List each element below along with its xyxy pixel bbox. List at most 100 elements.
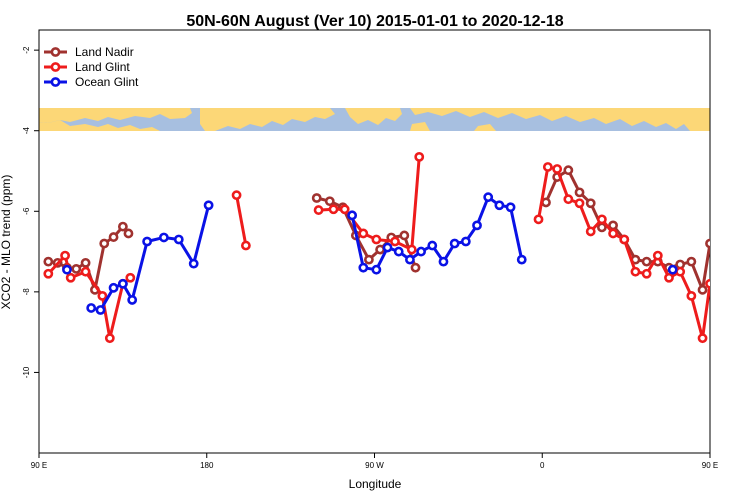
data-point xyxy=(675,266,686,277)
data-point xyxy=(410,262,421,273)
data-point xyxy=(405,254,415,265)
data-point xyxy=(390,236,400,247)
data-point xyxy=(438,256,449,267)
data-point xyxy=(574,198,585,209)
data-point xyxy=(347,210,358,221)
data-point xyxy=(99,238,110,249)
data-point xyxy=(705,238,710,249)
data-point xyxy=(705,278,710,289)
data-point xyxy=(585,226,596,237)
legend-label: Ocean Glint xyxy=(75,75,139,89)
data-point xyxy=(142,236,153,247)
series-line xyxy=(47,254,132,340)
data-point xyxy=(449,238,460,249)
data-point xyxy=(652,250,663,261)
data-point xyxy=(339,204,350,215)
data-point xyxy=(62,264,72,275)
data-point xyxy=(71,263,82,274)
data-point xyxy=(231,190,242,201)
data-point xyxy=(117,278,128,289)
series-line xyxy=(90,204,211,312)
data-point xyxy=(399,230,410,241)
y-tick-label: -2 xyxy=(22,46,31,54)
x-tick-label: 0 xyxy=(540,461,545,470)
data-point xyxy=(80,266,91,277)
x-tick-label: 90 W xyxy=(365,461,384,470)
data-point xyxy=(80,257,91,268)
data-point xyxy=(393,246,404,257)
data-point xyxy=(240,240,251,251)
data-point xyxy=(43,256,54,267)
series-layer xyxy=(43,151,710,344)
data-point xyxy=(104,333,115,344)
data-point xyxy=(516,254,527,265)
data-point xyxy=(371,234,382,245)
legend-marker xyxy=(50,62,61,72)
series-ocean-glint xyxy=(62,192,678,315)
data-point xyxy=(505,202,516,213)
x-tick-label: 180 xyxy=(200,461,214,470)
data-point xyxy=(117,221,128,232)
data-point xyxy=(311,193,322,203)
map-land-europe-asia xyxy=(39,108,192,123)
data-point xyxy=(173,234,184,245)
data-point xyxy=(542,162,553,172)
data-point xyxy=(460,236,471,247)
data-point xyxy=(324,196,335,207)
data-point xyxy=(125,272,136,283)
data-point xyxy=(483,192,494,203)
data-point xyxy=(60,250,70,261)
data-point xyxy=(472,220,482,231)
map-land-siberia xyxy=(39,120,160,131)
data-point xyxy=(313,205,324,215)
data-point xyxy=(86,303,97,313)
data-point xyxy=(95,305,106,315)
data-point xyxy=(158,232,169,243)
data-point xyxy=(108,282,119,293)
map-land-greenland xyxy=(345,108,402,125)
data-point xyxy=(667,264,678,275)
data-point xyxy=(43,268,54,279)
x-axis: 90 E 180 90 W 0 90 E xyxy=(31,453,718,470)
legend-marker xyxy=(50,77,61,87)
data-point xyxy=(697,333,708,344)
x-axis-label: Longitude xyxy=(349,477,402,491)
data-point xyxy=(108,232,119,242)
legend-marker xyxy=(50,47,61,57)
data-point xyxy=(563,165,574,176)
data-point xyxy=(188,258,199,269)
data-point xyxy=(596,214,607,225)
legend-label: Land Nadir xyxy=(75,45,134,59)
data-point xyxy=(533,214,544,225)
data-point xyxy=(414,151,425,162)
data-point xyxy=(127,295,138,305)
chart-title: 50N-60N August (Ver 10) 2015-01-01 to 20… xyxy=(186,13,563,30)
series-land-glint xyxy=(43,151,710,344)
series-line xyxy=(537,165,710,340)
data-point xyxy=(585,198,596,209)
data-point xyxy=(427,240,438,251)
data-point xyxy=(552,164,563,174)
data-point xyxy=(364,254,374,265)
data-point xyxy=(382,242,393,253)
y-tick-label: -8 xyxy=(22,288,31,296)
data-point xyxy=(686,290,697,301)
x-tick-label: 90 E xyxy=(31,461,47,470)
data-point xyxy=(123,228,134,239)
data-point xyxy=(358,228,369,239)
map-band xyxy=(39,108,710,131)
x-tick-label: 90 E xyxy=(702,461,718,470)
data-point xyxy=(697,284,708,295)
data-point xyxy=(563,194,574,205)
data-point xyxy=(686,256,697,267)
y-tick-label: -10 xyxy=(22,366,31,378)
data-point xyxy=(203,200,214,211)
data-point xyxy=(416,246,426,257)
data-point xyxy=(328,204,339,215)
data-point xyxy=(641,268,652,279)
data-point xyxy=(664,272,674,283)
data-point xyxy=(574,187,585,198)
series-line xyxy=(235,194,248,246)
